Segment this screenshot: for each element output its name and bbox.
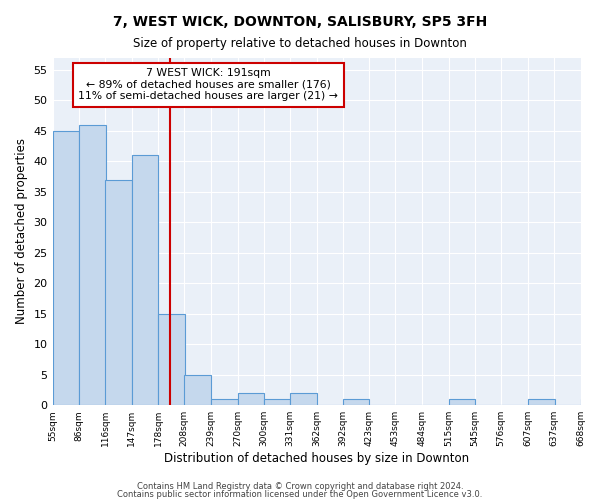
Bar <box>290 393 317 405</box>
Y-axis label: Number of detached properties: Number of detached properties <box>15 138 28 324</box>
Bar <box>132 155 158 405</box>
Text: Contains HM Land Registry data © Crown copyright and database right 2024.: Contains HM Land Registry data © Crown c… <box>137 482 463 491</box>
Bar <box>184 374 211 405</box>
Bar <box>211 399 238 405</box>
Bar <box>238 393 265 405</box>
Bar <box>343 399 370 405</box>
Text: Size of property relative to detached houses in Downton: Size of property relative to detached ho… <box>133 38 467 51</box>
Bar <box>105 180 132 405</box>
Bar <box>79 124 106 405</box>
Text: 7 WEST WICK: 191sqm
← 89% of detached houses are smaller (176)
11% of semi-detac: 7 WEST WICK: 191sqm ← 89% of detached ho… <box>79 68 338 101</box>
Text: 7, WEST WICK, DOWNTON, SALISBURY, SP5 3FH: 7, WEST WICK, DOWNTON, SALISBURY, SP5 3F… <box>113 15 487 29</box>
Bar <box>581 399 600 405</box>
Bar <box>449 399 475 405</box>
X-axis label: Distribution of detached houses by size in Downton: Distribution of detached houses by size … <box>164 452 469 465</box>
Bar <box>263 399 290 405</box>
Bar <box>53 130 79 405</box>
Bar <box>528 399 554 405</box>
Text: Contains public sector information licensed under the Open Government Licence v3: Contains public sector information licen… <box>118 490 482 499</box>
Bar <box>158 314 185 405</box>
